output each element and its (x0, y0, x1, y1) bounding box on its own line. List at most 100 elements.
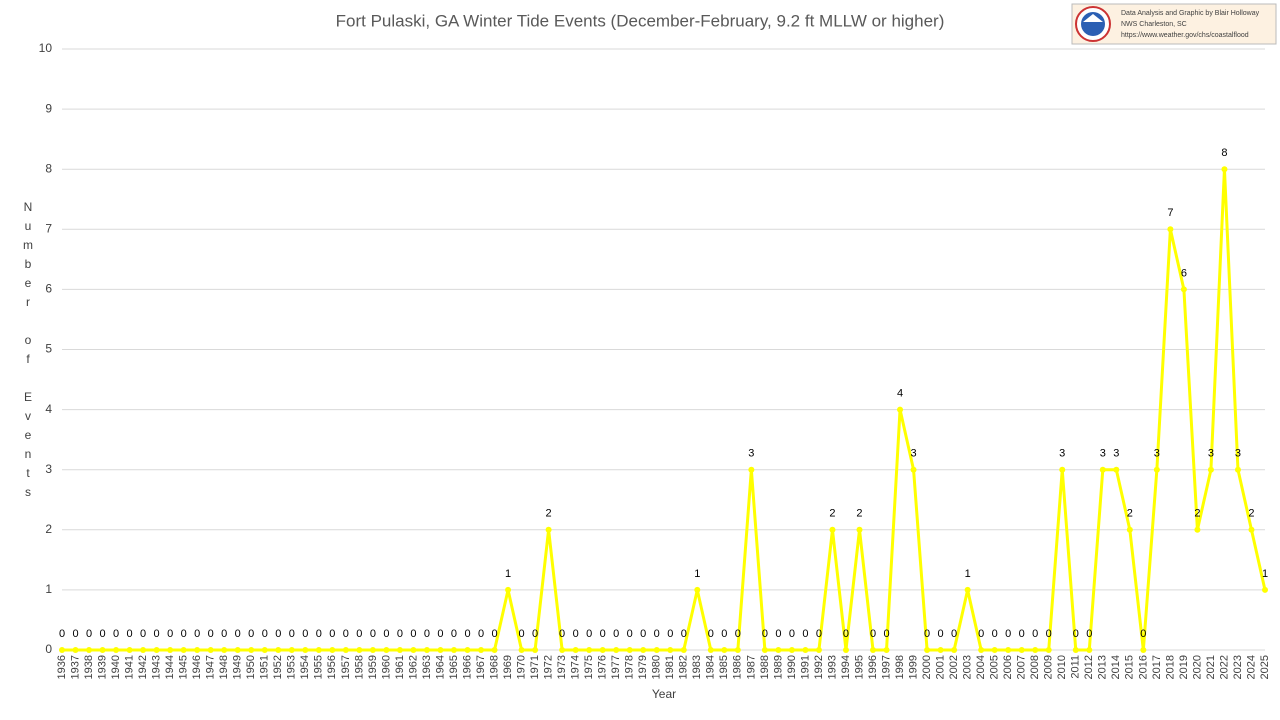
data-label: 0 (248, 628, 254, 640)
x-tick-label: 2011 (1070, 655, 1082, 679)
data-point (194, 647, 201, 653)
data-point (802, 647, 809, 653)
data-point (180, 647, 187, 653)
data-label: 2 (829, 508, 835, 520)
data-label: 0 (573, 628, 579, 640)
data-label: 0 (775, 628, 781, 640)
x-tick-label: 1978 (624, 655, 636, 679)
x-tick-label: 1958 (353, 655, 365, 679)
data-label: 1 (1262, 568, 1268, 580)
data-label: 8 (1221, 147, 1227, 159)
data-point (1207, 466, 1214, 473)
data-point (275, 647, 282, 653)
x-tick-label: 2009 (1043, 655, 1055, 679)
data-point (140, 647, 147, 653)
x-tick-label: 1991 (799, 655, 811, 679)
x-tick-label: 1960 (380, 655, 392, 679)
x-tick-label: 1980 (651, 655, 663, 679)
data-point (383, 647, 390, 653)
y-tick-label: 6 (45, 282, 52, 296)
data-point (734, 647, 741, 653)
data-label: 3 (1113, 448, 1119, 460)
x-tick-label: 1947 (205, 655, 217, 679)
data-point (640, 647, 647, 653)
x-tick-label: 1999 (907, 655, 919, 679)
x-tick-label: 1940 (110, 655, 122, 679)
data-label: 1 (965, 568, 971, 580)
credit-box: Data Analysis and Graphic by Blair Hollo… (1071, 3, 1277, 45)
x-tick-label: 1968 (488, 655, 500, 679)
data-label: 0 (532, 628, 538, 640)
x-tick-label: 2010 (1056, 655, 1068, 679)
data-point (788, 647, 795, 653)
x-tick-label: 2021 (1205, 655, 1217, 679)
data-point (1153, 466, 1160, 473)
x-tick-label: 1988 (759, 655, 771, 679)
x-tick-label: 1983 (691, 655, 703, 679)
y-tick-label: 0 (45, 642, 52, 656)
data-label: 0 (140, 628, 146, 640)
data-point (924, 647, 931, 653)
data-label: 0 (221, 628, 227, 640)
data-point (342, 647, 349, 653)
data-point (599, 647, 606, 653)
data-point (978, 647, 985, 653)
x-tick-label: 1965 (448, 655, 460, 679)
x-tick-label: 1984 (705, 655, 717, 679)
data-label: 0 (451, 628, 457, 640)
data-label: 0 (600, 628, 606, 640)
x-tick-label: 1981 (664, 655, 676, 679)
x-tick-label: 1957 (340, 655, 352, 679)
data-point (1032, 647, 1039, 653)
x-tick-label: 1961 (394, 655, 406, 679)
x-tick-label: 1952 (272, 655, 284, 679)
x-tick-label: 1948 (218, 655, 230, 679)
data-point (707, 647, 714, 653)
data-label: 0 (99, 628, 105, 640)
data-label: 0 (478, 628, 484, 640)
data-label: 4 (897, 388, 903, 400)
x-tick-label: 1982 (678, 655, 690, 679)
data-label: 0 (816, 628, 822, 640)
x-tick-label: 1938 (83, 655, 95, 679)
x-tick-label: 2015 (1124, 655, 1136, 679)
data-label: 3 (1208, 448, 1214, 460)
x-tick-label: 1972 (543, 655, 555, 679)
data-label: 0 (316, 628, 322, 640)
data-label: 0 (735, 628, 741, 640)
x-tick-label: 2016 (1137, 655, 1149, 679)
y-tick-label: 1 (45, 582, 52, 596)
data-point (680, 647, 687, 653)
data-point (883, 647, 890, 653)
data-point (423, 647, 430, 653)
data-label: 0 (1073, 628, 1079, 640)
data-point (1234, 466, 1241, 473)
data-label: 0 (397, 628, 403, 640)
data-label: 0 (194, 628, 200, 640)
x-tick-label: 1970 (515, 655, 527, 679)
x-tick-label: 1941 (123, 655, 135, 679)
x-tick-label: 1974 (570, 655, 582, 679)
data-label: 0 (1005, 628, 1011, 640)
data-point (86, 647, 93, 653)
x-tick-label: 1943 (151, 655, 163, 679)
data-label: 0 (667, 628, 673, 640)
data-label: 6 (1181, 267, 1187, 279)
data-point (72, 647, 79, 653)
x-tick-label: 1959 (367, 655, 379, 679)
data-point (897, 406, 904, 413)
data-label: 0 (789, 628, 795, 640)
data-point (505, 586, 512, 593)
data-point (572, 647, 579, 653)
x-tick-label: 2020 (1191, 655, 1203, 679)
x-tick-label: 1951 (259, 655, 271, 679)
x-tick-label: 2001 (935, 655, 947, 679)
data-point (694, 586, 701, 593)
y-tick-label: 3 (45, 462, 52, 476)
data-point (991, 647, 998, 653)
data-point (1221, 166, 1228, 173)
x-tick-label: 1969 (502, 655, 514, 679)
data-point (167, 647, 174, 653)
data-point (559, 647, 566, 653)
